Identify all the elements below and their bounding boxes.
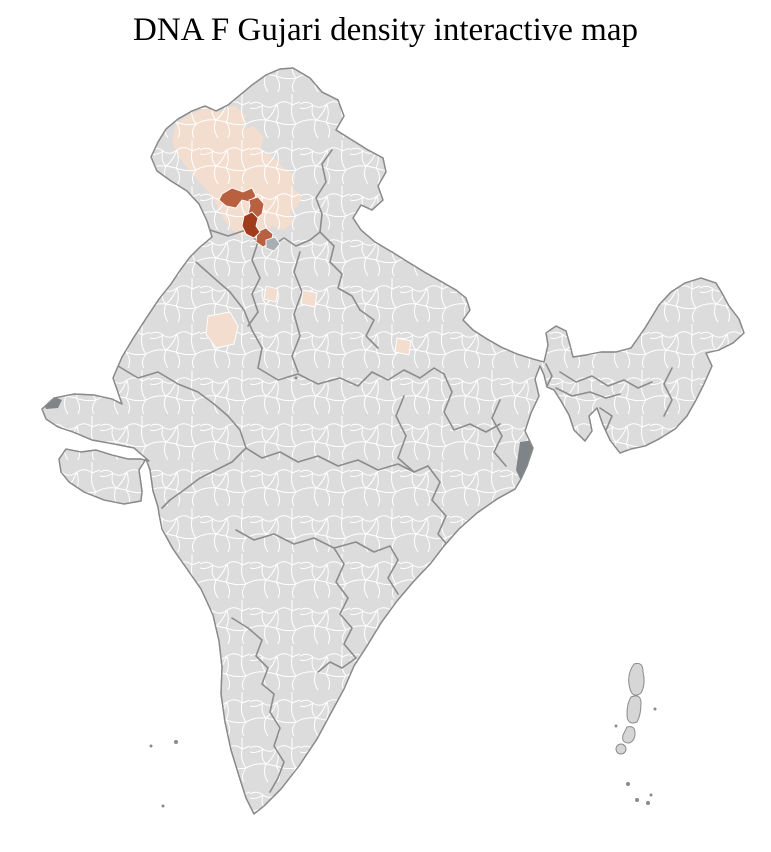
- density-district-slate[interactable]: [265, 236, 281, 252]
- island-dots: [149, 376, 657, 808]
- density-district-plains-4[interactable]: [394, 337, 412, 356]
- density-district-high[interactable]: [241, 211, 261, 239]
- map-title: DNA F Gujari density interactive map: [133, 12, 638, 48]
- state-borders: [117, 149, 673, 793]
- density-district-plains-1[interactable]: [205, 311, 239, 349]
- density-district-plains-3[interactable]: [300, 289, 318, 308]
- island-chain-east[interactable]: [615, 662, 645, 755]
- density-district-plains-2[interactable]: [263, 285, 279, 303]
